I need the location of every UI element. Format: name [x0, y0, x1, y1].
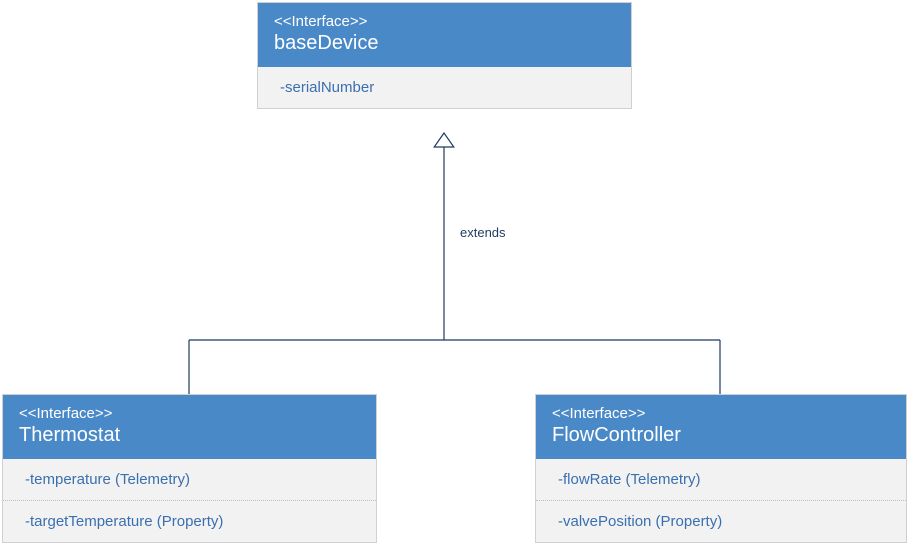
uml-interface-flowcontroller: <<Interface>> FlowController -flowRate (… [535, 394, 907, 543]
stereotype-label: <<Interface>> [274, 13, 615, 30]
uml-attributes: -serialNumber [258, 67, 631, 108]
interface-name: Thermostat [19, 424, 360, 447]
uml-attribute: -valvePosition (Property) [536, 501, 906, 542]
uml-attributes: -temperature (Telemetry) -targetTemperat… [3, 459, 376, 542]
uml-header: <<Interface>> baseDevice [258, 3, 631, 67]
interface-name: baseDevice [274, 32, 615, 55]
uml-interface-basedevice: <<Interface>> baseDevice -serialNumber [257, 2, 632, 109]
uml-header: <<Interface>> FlowController [536, 395, 906, 459]
uml-header: <<Interface>> Thermostat [3, 395, 376, 459]
edge-label-extends: extends [460, 225, 506, 240]
uml-attribute: -flowRate (Telemetry) [536, 459, 906, 501]
interface-name: FlowController [552, 424, 890, 447]
uml-interface-thermostat: <<Interface>> Thermostat -temperature (T… [2, 394, 377, 543]
stereotype-label: <<Interface>> [552, 405, 890, 422]
uml-attributes: -flowRate (Telemetry) -valvePosition (Pr… [536, 459, 906, 542]
uml-attribute: -serialNumber [258, 67, 631, 108]
stereotype-label: <<Interface>> [19, 405, 360, 422]
uml-attribute: -targetTemperature (Property) [3, 501, 376, 542]
uml-attribute: -temperature (Telemetry) [3, 459, 376, 501]
